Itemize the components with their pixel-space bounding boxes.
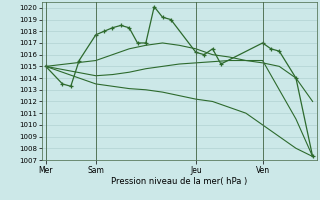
X-axis label: Pression niveau de la mer( hPa ): Pression niveau de la mer( hPa ) bbox=[111, 177, 247, 186]
